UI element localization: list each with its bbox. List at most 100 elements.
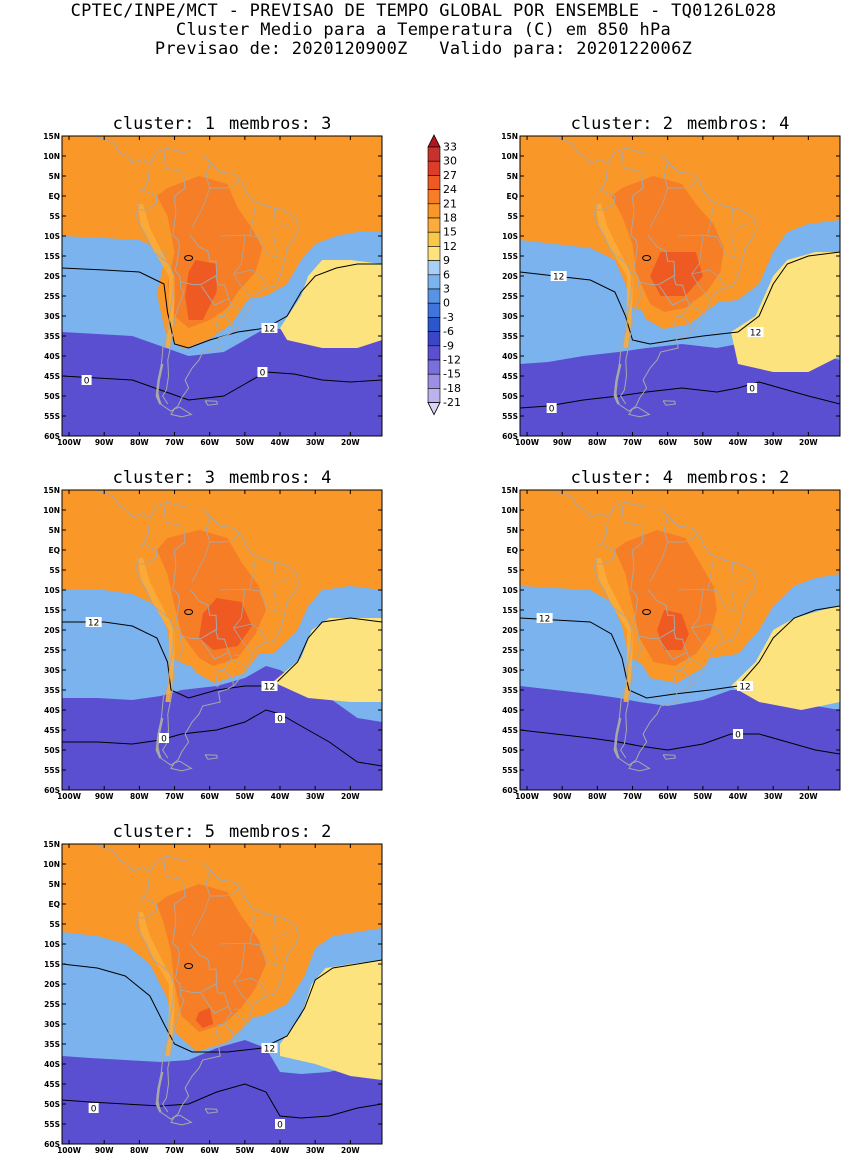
cluster-label: cluster: 4 [570, 468, 673, 488]
cluster-panel-3: cluster: 3 membros: 4 12 12 0 0 15N 10N 5N EQ 5S 1… [36, 468, 386, 801]
lat-tick-label: 50S [502, 392, 518, 401]
lat-tick-label: 20S [44, 272, 60, 281]
lon-tick-label: 30W [764, 438, 783, 447]
temperature-map: 12 0 0 15N 10N 5N EQ 5S 10S 15S 20S 25S 30S 35S 40S 45S… [43, 840, 383, 1155]
lat-tick-label: 20S [502, 272, 518, 281]
lat-tick-label: 55S [502, 766, 518, 775]
header-title-line2: Cluster Medio para a Temperatura (C) em … [175, 20, 672, 40]
lat-tick-label: 25S [44, 292, 60, 301]
contour-label: 12 [261, 323, 278, 335]
cluster-panel-4: cluster: 4 membros: 2 12 12 0 15N 10N 5N EQ 5S 10… [494, 468, 844, 801]
colorbar-segment [427, 331, 441, 347]
header-title-line1: CPTEC/INPE/MCT - PREVISAO DE TEMPO GLOBA… [70, 1, 777, 21]
isotherm-loop [184, 609, 194, 615]
lat-tick-label: 10N [501, 152, 518, 161]
members-label: membros: 3 [229, 114, 332, 134]
contour-label: 12 [261, 681, 278, 693]
colorbar-segment [427, 288, 441, 304]
lat-tick-label: 30S [44, 1020, 60, 1029]
lat-tick-label: 10S [44, 940, 60, 949]
chart-header: CPTEC/INPE/MCT - PREVISAO DE TEMPO GLOBA… [0, 0, 847, 59]
cluster-label: cluster: 5 [112, 822, 215, 842]
lat-tick-label: 30S [502, 666, 518, 675]
cluster-label: cluster: 3 [112, 468, 215, 488]
contour-label: 12 [550, 271, 567, 283]
colorbar-segment [427, 175, 441, 190]
lat-tick-label: 15S [502, 252, 518, 261]
lat-tick-label: 45S [502, 372, 518, 381]
coastlines [551, 136, 757, 418]
lon-tick-label: 100W [515, 438, 540, 447]
map-fill [520, 136, 840, 436]
lat-tick-label: 50S [44, 746, 60, 755]
lon-tick-label: 30W [306, 1146, 325, 1155]
svg-text:0: 0 [91, 1105, 97, 1115]
isotherm-loop [642, 255, 652, 261]
isotherm-0-line [520, 729, 840, 755]
panel-title: cluster: 5 membros: 2 [62, 822, 382, 842]
lon-tick-label: 60W [658, 438, 677, 447]
isotherm-loop [642, 609, 652, 615]
lon-tick-label: 100W [57, 1146, 82, 1155]
colorbar-label: -18 [443, 382, 461, 395]
cluster-label: cluster: 1 [112, 114, 215, 134]
isotherm-0-line [520, 381, 840, 409]
svg-text:12: 12 [264, 683, 275, 693]
colorbar-segment [427, 373, 441, 389]
lat-tick-label: 35S [44, 1040, 60, 1049]
lat-tick-label: 10S [44, 232, 60, 241]
isotherm-0-line [62, 709, 382, 767]
lat-tick-label: 5N [507, 172, 519, 181]
lat-tick-label: 5S [49, 566, 60, 575]
lat-tick-label: 45S [44, 372, 60, 381]
map-frame [519, 135, 841, 437]
contour-label: 12 [747, 327, 764, 339]
lon-tick-label: 70W [623, 792, 642, 801]
colorbar-label: -6 [443, 325, 454, 338]
contour-label: 0 [88, 1103, 99, 1115]
lon-tick-label: 70W [165, 438, 184, 447]
lat-tick-label: 55S [44, 766, 60, 775]
colorbar-label: -12 [443, 354, 461, 367]
members-label: membros: 2 [229, 822, 332, 842]
lon-tick-label: 60W [200, 1146, 219, 1155]
lat-tick-label: 55S [44, 412, 60, 421]
contour-label: 0 [733, 729, 744, 741]
lat-tick-label: 45S [44, 726, 60, 735]
lon-tick-label: 20W [799, 438, 818, 447]
lon-tick-label: 80W [130, 792, 149, 801]
lat-tick-label: 40S [502, 352, 518, 361]
colorbar-label: -15 [443, 368, 461, 381]
lat-tick-label: 40S [44, 706, 60, 715]
colorbar-label: -21 [443, 396, 461, 409]
temperature-map: 12 12 0 15N 10N 5N EQ 5S 10S 15S 20S 25S 30S 35S 40S 45… [501, 486, 841, 801]
contour-label: 0 [275, 1119, 286, 1131]
panel-title: cluster: 4 membros: 2 [520, 468, 840, 488]
lon-tick-label: 80W [130, 438, 149, 447]
lat-tick-label: 30S [502, 312, 518, 321]
isotherm-0-line [62, 371, 382, 401]
isotherm-12-line [520, 251, 840, 345]
lon-tick-label: 20W [341, 438, 360, 447]
lat-tick-label: 40S [44, 352, 60, 361]
contour-label: 0 [158, 733, 169, 745]
members-label: membros: 2 [687, 468, 790, 488]
lat-tick-label: 15N [501, 132, 518, 141]
lat-tick-label: 20S [44, 980, 60, 989]
lat-tick-label: 20S [502, 626, 518, 635]
map-frame [61, 489, 383, 791]
lat-tick-label: EQ [49, 546, 61, 555]
svg-text:12: 12 [264, 325, 275, 335]
lat-tick-label: 15S [44, 606, 60, 615]
lat-tick-label: 35S [44, 332, 60, 341]
map-fill [62, 490, 382, 790]
colorbar-segment [427, 231, 441, 247]
svg-text:12: 12 [739, 683, 750, 693]
svg-text:0: 0 [735, 731, 741, 741]
lat-tick-label: 60S [44, 786, 60, 795]
lat-tick-label: 15S [44, 252, 60, 261]
isotherm-12-line [62, 959, 382, 1053]
valid-date: Valido para: 2020122006Z [439, 39, 693, 59]
panel-title: cluster: 3 membros: 4 [62, 468, 382, 488]
